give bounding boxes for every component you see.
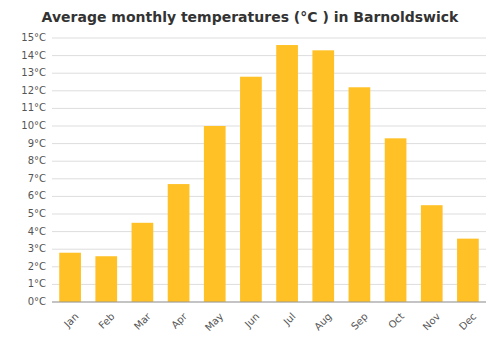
chart-container: Average monthly temperatures (°C ) in Ba… (0, 0, 500, 350)
x-tick-label: Aug (312, 311, 334, 333)
bar (240, 77, 262, 302)
grid-line (52, 55, 486, 56)
bar (95, 256, 117, 302)
y-tick-label: 9°C (28, 138, 46, 149)
bar (385, 138, 407, 302)
x-tick-label: Feb (96, 311, 116, 331)
bar (349, 87, 371, 302)
y-tick-label: 5°C (28, 208, 46, 219)
page: {"chart_data": {"type": "bar", "title": … (0, 0, 500, 350)
y-tick-label: 4°C (28, 226, 46, 237)
grid-line (52, 143, 486, 144)
grid-line (52, 90, 486, 91)
grid-line (52, 161, 486, 162)
y-tick-label: 2°C (28, 261, 46, 272)
y-tick-label: 8°C (28, 155, 46, 166)
x-tick-label: Jan (61, 311, 80, 330)
x-tick-label: Jun (242, 311, 262, 331)
x-tick-label: Mar (132, 310, 154, 332)
x-tick-label: Oct (386, 311, 406, 331)
y-tick-label: 0°C (28, 296, 46, 307)
grid-line (52, 38, 486, 39)
bar (457, 239, 479, 302)
bar (276, 45, 298, 302)
grid-line (52, 126, 486, 127)
grid-line (52, 302, 486, 303)
grid-line (52, 178, 486, 179)
grid (52, 38, 486, 302)
bar (312, 50, 334, 302)
y-tick-label: 11°C (21, 102, 46, 113)
y-tick-label: 7°C (28, 173, 46, 184)
y-tick-label: 3°C (28, 243, 46, 254)
chart: Average monthly temperatures (°C ) in Ba… (0, 0, 500, 350)
title: Average monthly temperatures (°C ) in Ba… (42, 9, 459, 25)
y-axis: 0°C 1°C 2°C 3°C 4°C 5°C 6°C 7°C 8°C 9°C 10°C 11°C 12… (21, 32, 46, 307)
grid-line (52, 196, 486, 197)
x-tick-label: Dec (457, 311, 478, 332)
x-axis-line (52, 302, 486, 303)
bar (421, 205, 443, 302)
x-tick-label: Apr (169, 310, 190, 331)
bar (168, 184, 190, 302)
y-tick-label: 14°C (21, 50, 46, 61)
y-tick-label: 13°C (21, 67, 46, 78)
x-tick-label: Sep (349, 311, 370, 332)
grid-line (52, 108, 486, 109)
bar (132, 223, 154, 302)
bars (59, 45, 479, 302)
bar (204, 126, 226, 302)
x-tick-label: Nov (421, 311, 443, 333)
grid-line (52, 73, 486, 74)
y-tick-label: 10°C (21, 120, 46, 131)
y-tick-label: 6°C (28, 190, 46, 201)
x-tick-label: Jul (281, 311, 298, 328)
y-tick-label: 1°C (28, 278, 46, 289)
y-tick-label: 15°C (21, 32, 46, 43)
bar (59, 253, 81, 302)
x-tick-label: May (203, 311, 225, 333)
y-tick-label: 12°C (21, 85, 46, 96)
x-axis: Jan Feb Mar Apr May Jun Jul Aug Sep Oct Nov Dec (61, 310, 478, 333)
